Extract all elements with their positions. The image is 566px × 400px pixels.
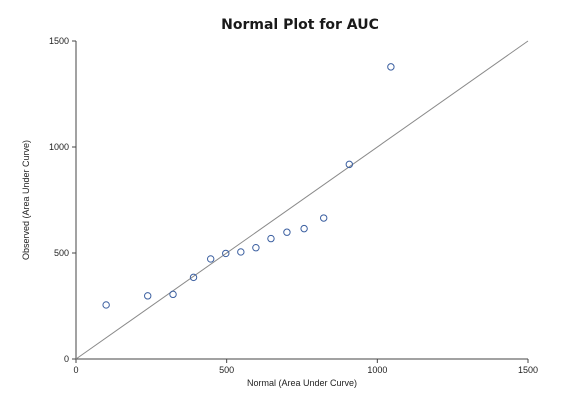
data-point — [102, 301, 110, 309]
reference-line — [75, 40, 529, 360]
data-point — [283, 228, 291, 236]
axes: 0 500 1000 1500 0 500 1000 1500 — [49, 36, 538, 375]
y-tick-label: 1000 — [49, 142, 69, 152]
data-point — [237, 248, 245, 256]
data-point — [267, 234, 275, 243]
x-tick-label: 0 — [73, 365, 78, 375]
x-tick-label: 1500 — [518, 365, 538, 375]
x-axis-label: Normal (Area Under Curve) — [247, 378, 357, 388]
data-point — [206, 255, 215, 263]
y-axis-label: Observed (Area Under Curve) — [21, 140, 31, 260]
data-point — [189, 273, 198, 282]
y-tick-label: 1500 — [49, 36, 69, 46]
data-points — [102, 63, 395, 309]
y-tick-label: 0 — [64, 354, 69, 364]
data-point — [319, 214, 328, 222]
x-tick-label: 500 — [219, 365, 234, 375]
data-point — [387, 63, 395, 71]
data-point — [300, 224, 308, 233]
y-tick-label: 500 — [54, 248, 69, 258]
data-point — [144, 292, 152, 300]
data-point — [345, 160, 354, 169]
data-point — [222, 249, 230, 258]
reference-line-group — [75, 40, 529, 360]
x-tick-label: 1000 — [367, 365, 387, 375]
data-point — [252, 244, 260, 252]
data-point — [169, 290, 177, 299]
chart-title: Normal Plot for AUC — [221, 17, 379, 33]
